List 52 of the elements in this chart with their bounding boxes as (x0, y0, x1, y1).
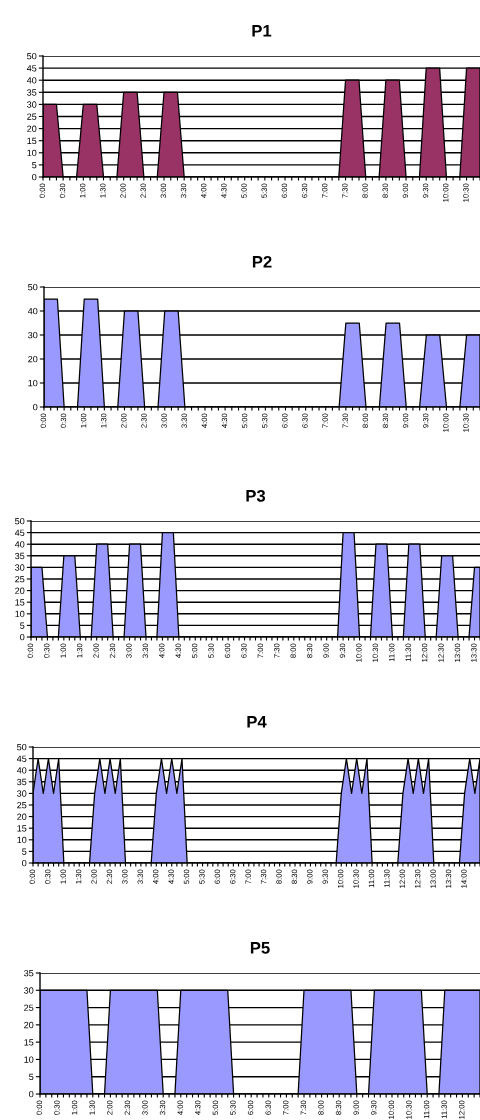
y-tick-label: 50 (17, 743, 27, 751)
y-tick-label: 35 (17, 778, 27, 786)
y-tick-label: 45 (26, 65, 37, 72)
chart-title: P2 (252, 255, 272, 268)
y-tick-label: 40 (14, 541, 25, 548)
y-tick-label: 35 (24, 969, 34, 977)
y-tick-label: 10 (15, 610, 25, 618)
y-tick-label: 25 (27, 113, 37, 120)
chart-title: P5 (250, 942, 270, 954)
y-tick-label: 5 (32, 161, 37, 169)
y-tick-label: 0 (22, 859, 27, 867)
y-tick-label: 30 (15, 564, 25, 571)
y-tick-label: 20 (24, 1021, 34, 1029)
y-tick-label: 25 (15, 575, 25, 583)
y-tick-label: 25 (17, 801, 27, 809)
y-tick-label: 35 (27, 89, 37, 96)
y-tick-label: 0 (32, 173, 37, 181)
chart-title: P4 (247, 716, 267, 728)
y-tick-label: 15 (15, 599, 25, 606)
y-tick-label: 10 (27, 149, 37, 157)
y-tick-label: 20 (17, 813, 27, 820)
y-tick-label: 40 (16, 767, 27, 774)
y-tick-label: 35 (15, 552, 25, 560)
y-tick-label: 0 (29, 1090, 34, 1098)
y-tick-label: 15 (17, 825, 27, 832)
y-tick-label: 50 (15, 517, 25, 525)
y-tick-label: 15 (27, 137, 37, 145)
y-tick-label: 30 (27, 101, 37, 108)
y-tick-label: 40 (27, 307, 38, 315)
y-tick-label: 25 (24, 1004, 34, 1011)
y-tick-label: 20 (27, 125, 37, 132)
chart-title: P3 (246, 489, 266, 502)
y-tick-label: 5 (29, 1073, 34, 1081)
y-tick-label: 10 (28, 379, 38, 387)
y-tick-label: 30 (17, 790, 27, 797)
y-tick-label: 0 (33, 403, 38, 411)
y-tick-label: 20 (28, 355, 38, 363)
y-tick-label: 0 (20, 633, 25, 641)
y-tick-label: 40 (26, 77, 37, 84)
chart-title: P1 (252, 25, 272, 37)
y-tick-label: 30 (28, 331, 38, 339)
y-tick-label: 45 (16, 755, 27, 762)
y-tick-label: 45 (14, 529, 25, 536)
y-tick-label: 5 (22, 848, 27, 855)
y-tick-label: 15 (24, 1039, 34, 1046)
y-tick-label: 10 (17, 836, 27, 844)
y-tick-label: 50 (28, 283, 38, 291)
y-tick-label: 10 (24, 1056, 34, 1063)
y-tick-label: 20 (15, 587, 25, 594)
y-tick-label: 5 (20, 622, 25, 629)
y-tick-label: 30 (24, 987, 34, 994)
y-tick-label: 50 (27, 52, 37, 60)
